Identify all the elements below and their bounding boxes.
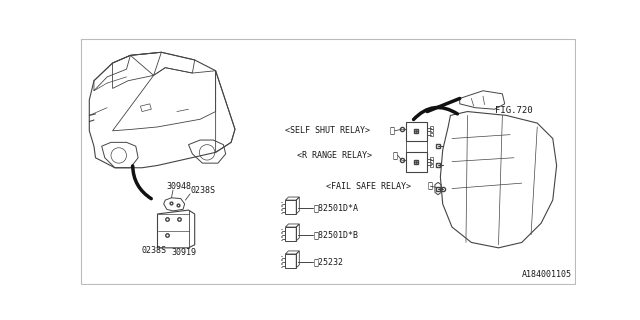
Text: A184001105: A184001105 bbox=[522, 270, 572, 279]
Text: 30919: 30919 bbox=[172, 248, 196, 257]
Text: 0238S: 0238S bbox=[142, 246, 167, 255]
Text: 30948: 30948 bbox=[167, 182, 192, 191]
Text: ②: ② bbox=[428, 182, 432, 191]
Text: FIG.720: FIG.720 bbox=[495, 106, 532, 115]
Text: ③: ③ bbox=[393, 151, 397, 160]
Text: <R RANGE RELAY>: <R RANGE RELAY> bbox=[297, 151, 372, 160]
Text: ②82501D*B: ②82501D*B bbox=[313, 230, 358, 239]
Text: <FAIL SAFE RELAY>: <FAIL SAFE RELAY> bbox=[326, 182, 412, 191]
Text: 0238S: 0238S bbox=[191, 186, 216, 195]
Text: <SELF SHUT RELAY>: <SELF SHUT RELAY> bbox=[285, 126, 371, 135]
Text: ①82501D*A: ①82501D*A bbox=[313, 203, 358, 212]
Text: ①: ① bbox=[390, 126, 395, 135]
Text: ③25232: ③25232 bbox=[313, 257, 343, 266]
